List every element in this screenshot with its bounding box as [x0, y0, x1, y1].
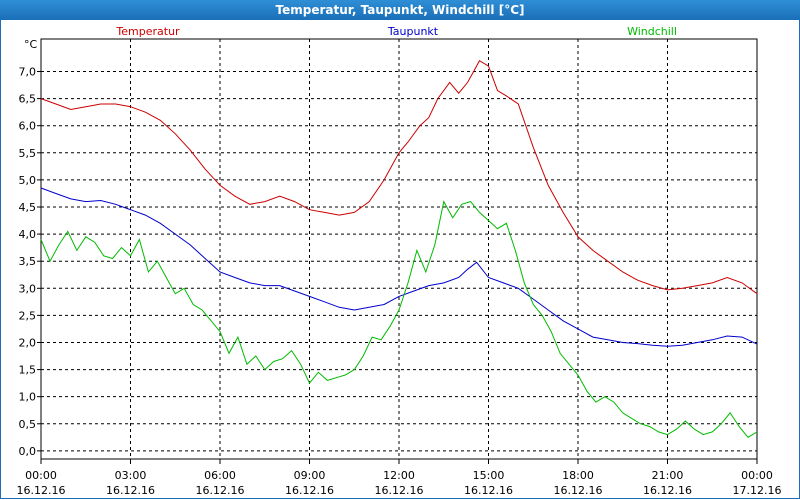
window-title: Temperatur, Taupunkt, Windchill [°C]	[0, 0, 800, 20]
y-tick-label: 5,5	[19, 147, 37, 160]
x-tick-date: 16.12.16	[554, 484, 603, 497]
x-tick-date: 16.12.16	[106, 484, 155, 497]
x-tick-date: 16.12.16	[643, 484, 692, 497]
grid	[41, 39, 757, 459]
series-lines	[40, 60, 758, 438]
x-tick-time: 00:00	[741, 469, 773, 482]
x-tick-date: 16.12.16	[196, 484, 245, 497]
y-tick-label: 1,5	[19, 364, 37, 377]
series-line-taupunkt	[40, 187, 758, 347]
series-line-windchill	[40, 200, 758, 438]
y-tick-label: 2,5	[19, 309, 37, 322]
y-tick-label: 0,0	[19, 445, 37, 458]
x-tick-date: 16.12.16	[17, 484, 66, 497]
chart-frame	[0, 20, 800, 499]
y-tick-label: 5,0	[19, 174, 37, 187]
legend-temperatur: Temperatur	[115, 25, 180, 38]
legend: Temperatur Taupunkt Windchill	[115, 25, 677, 38]
y-tick-label: 0,5	[19, 418, 37, 431]
y-tick-label: 6,0	[19, 120, 37, 133]
x-tick-time: 09:00	[294, 469, 326, 482]
legend-taupunkt: Taupunkt	[387, 25, 439, 38]
legend-windchill: Windchill	[627, 25, 677, 38]
x-tick-date: 16.12.16	[464, 484, 513, 497]
y-tick-label: 3,5	[19, 255, 37, 268]
x-tick-time: 12:00	[383, 469, 415, 482]
series-line-temperatur	[40, 60, 758, 295]
y-tick-label: 4,0	[19, 228, 37, 241]
y-axis-label: °C	[24, 38, 38, 51]
x-tick-date: 17.12.16	[733, 484, 782, 497]
x-tick-time: 06:00	[204, 469, 236, 482]
x-tick-date: 16.12.16	[285, 484, 334, 497]
x-tick-time: 00:00	[25, 469, 57, 482]
x-tick-time: 21:00	[652, 469, 684, 482]
y-axis: 0,0 0,5 1,0 1,5 2,0 2,5 3,0 3,5 4,0 4,5 5,0 5,5 6,0 6…	[19, 66, 41, 458]
y-tick-label: 6,5	[19, 93, 37, 106]
y-tick-label: 3,0	[19, 282, 37, 295]
y-tick-label: 7,0	[19, 66, 37, 79]
x-tick-date: 16.12.16	[375, 484, 424, 497]
y-tick-label: 1,0	[19, 391, 37, 404]
y-tick-label: 2,0	[19, 336, 37, 349]
x-tick-time: 18:00	[562, 469, 594, 482]
x-axis: 00:00 16.12.16 03:00 16.12.16 06:00 16.12.16 0…	[17, 459, 782, 497]
x-tick-time: 03:00	[115, 469, 147, 482]
x-tick-time: 15:00	[473, 469, 505, 482]
y-tick-label: 4,5	[19, 201, 37, 214]
